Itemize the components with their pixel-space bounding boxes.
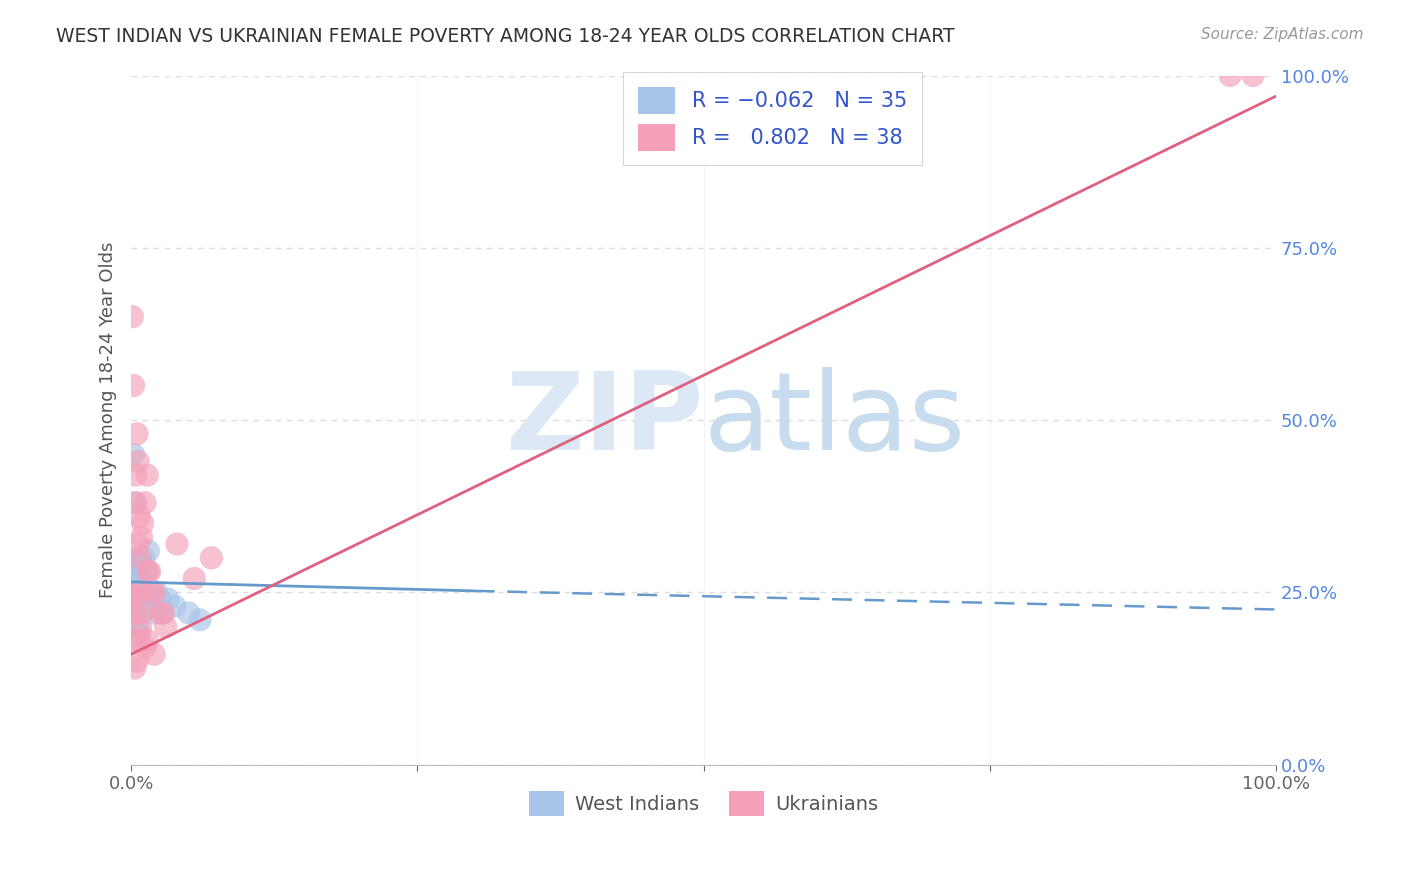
- Point: [131, 558, 153, 572]
- Point: [129, 592, 152, 607]
- Point: [136, 468, 159, 483]
- Point: [129, 620, 152, 634]
- Point: [124, 592, 146, 607]
- Point: [200, 550, 222, 565]
- Legend: West Indians, Ukrainians: West Indians, Ukrainians: [522, 783, 886, 823]
- Text: WEST INDIAN VS UKRAINIAN FEMALE POVERTY AMONG 18-24 YEAR OLDS CORRELATION CHART: WEST INDIAN VS UKRAINIAN FEMALE POVERTY …: [56, 27, 955, 45]
- Point: [128, 626, 150, 640]
- Point: [183, 572, 205, 586]
- Text: ZIP: ZIP: [505, 367, 703, 473]
- Point: [163, 599, 186, 613]
- Point: [134, 496, 156, 510]
- Point: [124, 496, 146, 510]
- Text: Source: ZipAtlas.com: Source: ZipAtlas.com: [1201, 27, 1364, 42]
- Point: [124, 633, 146, 648]
- Point: [1219, 69, 1241, 83]
- Point: [127, 633, 149, 648]
- Point: [125, 654, 148, 668]
- Point: [125, 558, 148, 572]
- Point: [127, 565, 149, 579]
- Point: [122, 378, 145, 392]
- Point: [132, 550, 155, 565]
- Point: [145, 585, 167, 599]
- Point: [122, 447, 145, 461]
- Point: [129, 550, 152, 565]
- Point: [125, 620, 148, 634]
- Point: [127, 578, 149, 592]
- Point: [141, 585, 163, 599]
- Point: [125, 426, 148, 441]
- Point: [143, 647, 166, 661]
- Point: [124, 599, 146, 613]
- Point: [134, 640, 156, 655]
- Point: [129, 572, 152, 586]
- Point: [125, 468, 148, 483]
- Point: [134, 578, 156, 592]
- Point: [131, 530, 153, 544]
- Point: [177, 606, 200, 620]
- Point: [122, 585, 145, 599]
- Point: [121, 578, 143, 592]
- Point: [1241, 69, 1264, 83]
- Point: [131, 606, 153, 620]
- Point: [141, 592, 163, 607]
- Point: [125, 606, 148, 620]
- Point: [155, 620, 177, 634]
- Point: [152, 606, 174, 620]
- Point: [127, 454, 149, 468]
- Point: [121, 585, 143, 599]
- Point: [128, 509, 150, 524]
- Point: [125, 550, 148, 565]
- Point: [125, 592, 148, 607]
- Point: [122, 565, 145, 579]
- Point: [149, 592, 172, 607]
- Point: [156, 592, 179, 607]
- Point: [135, 565, 157, 579]
- Point: [128, 599, 150, 613]
- Point: [128, 585, 150, 599]
- Point: [128, 585, 150, 599]
- Point: [143, 606, 166, 620]
- Point: [122, 606, 145, 620]
- Point: [127, 537, 149, 551]
- Point: [152, 606, 174, 620]
- Y-axis label: Female Poverty Among 18-24 Year Olds: Female Poverty Among 18-24 Year Olds: [100, 242, 117, 599]
- Point: [138, 565, 160, 579]
- Point: [125, 496, 148, 510]
- Point: [188, 613, 211, 627]
- Text: atlas: atlas: [703, 367, 966, 473]
- Point: [124, 661, 146, 675]
- Point: [149, 606, 172, 620]
- Point: [138, 544, 160, 558]
- Point: [121, 310, 143, 324]
- Point: [138, 565, 160, 579]
- Point: [124, 572, 146, 586]
- Point: [131, 606, 153, 620]
- Point: [136, 633, 159, 648]
- Point: [131, 585, 153, 599]
- Point: [143, 585, 166, 599]
- Point: [131, 516, 153, 531]
- Point: [166, 537, 188, 551]
